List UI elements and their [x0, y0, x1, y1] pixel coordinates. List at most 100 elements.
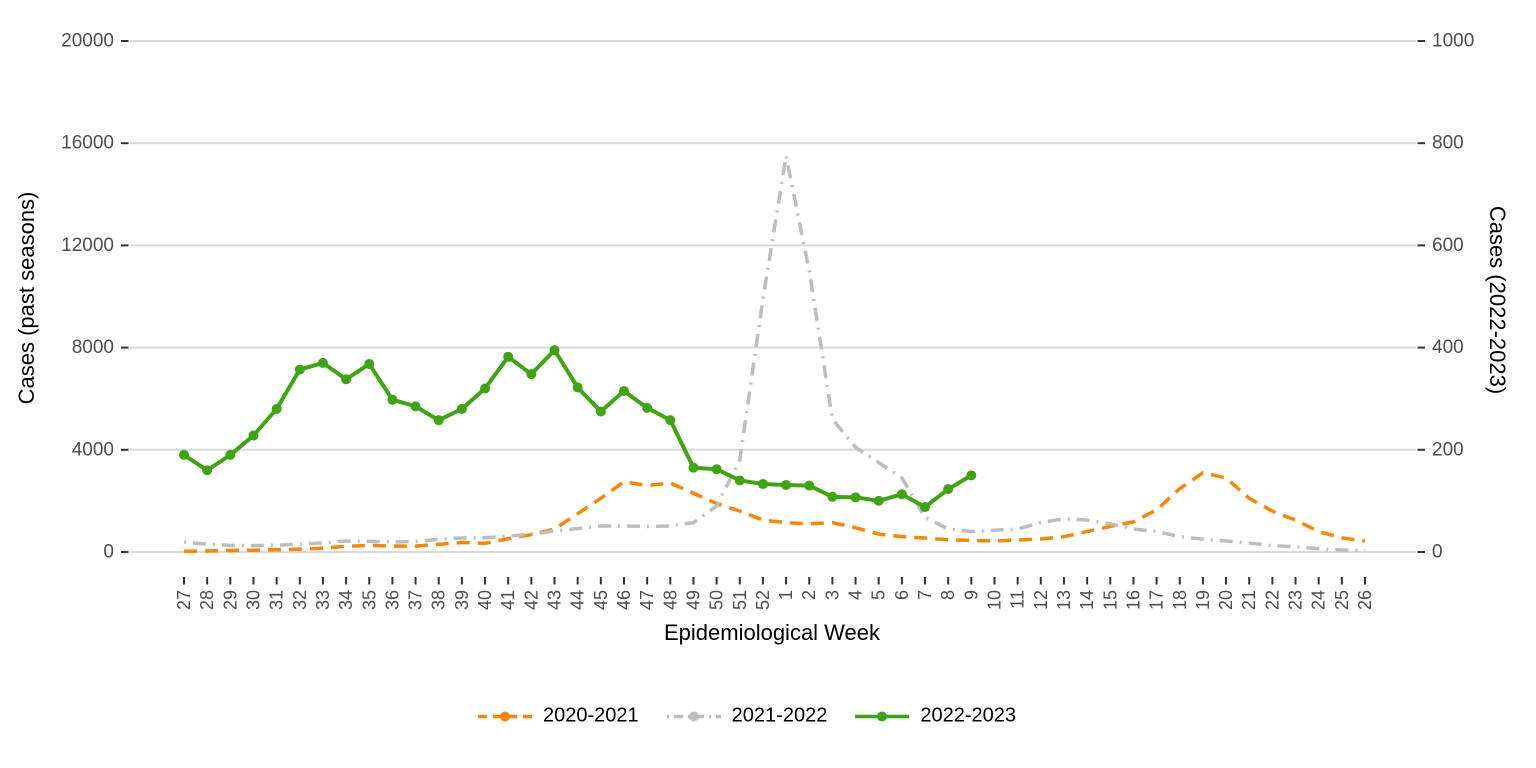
marker-dot-2022-2023 [456, 403, 467, 414]
legend-item-2020-2021: 2020-2021 [476, 705, 639, 728]
x-tick-label-44: 44 [568, 590, 588, 610]
x-tick-label-22: 22 [1262, 590, 1282, 610]
marker-dot-2022-2023 [873, 495, 884, 506]
marker-dot-2022-2023 [595, 406, 606, 417]
marker-dot-2022-2023 [943, 484, 954, 495]
marker-dot-2022-2023 [526, 369, 537, 380]
y-tick-label-right: 600 [1432, 235, 1464, 256]
marker-dot-2022-2023 [317, 357, 328, 368]
y-tick-label-right: 800 [1432, 133, 1464, 154]
x-tick-label-42: 42 [521, 590, 541, 610]
x-tick-label-29: 29 [220, 590, 240, 610]
x-tick-label-17: 17 [1147, 590, 1167, 610]
y-tick-label-right: 0 [1432, 542, 1443, 563]
legend-key-dot [877, 711, 888, 721]
x-tick-label-4: 4 [846, 590, 866, 600]
x-tick-label-7: 7 [915, 590, 935, 600]
marker-dot-2022-2023 [341, 374, 352, 385]
marker-dot-2022-2023 [618, 386, 629, 397]
y-tick-label-right: 200 [1432, 439, 1464, 460]
marker-dot-2022-2023 [202, 465, 213, 476]
marker-dot-2022-2023 [920, 502, 931, 513]
marker-dot-2022-2023 [665, 415, 676, 426]
x-tick-label-45: 45 [591, 590, 611, 610]
x-tick-label-38: 38 [429, 590, 449, 610]
marker-dot-2022-2023 [850, 492, 861, 503]
y-tick-label-left: 12000 [61, 235, 114, 256]
x-tick-label-36: 36 [382, 590, 402, 610]
x-tick-label-15: 15 [1100, 590, 1120, 610]
chart-legend: 2020-2021 2021-2022 2022-2023 [476, 705, 1016, 728]
x-tick-label-41: 41 [498, 590, 518, 610]
x-tick-label-1: 1 [776, 590, 796, 600]
x-tick-label-37: 37 [406, 590, 426, 610]
x-tick-label-19: 19 [1193, 590, 1213, 610]
y-tick-label-left: 0 [103, 542, 114, 563]
legend-label-2022-2023: 2022-2023 [920, 704, 1016, 727]
x-tick-label-43: 43 [545, 590, 565, 610]
marker-dot-2022-2023 [827, 491, 838, 502]
x-tick-label-27: 27 [174, 590, 194, 610]
x-tick-label-16: 16 [1123, 590, 1143, 610]
marker-dot-2022-2023 [433, 415, 444, 426]
marker-dot-2022-2023 [757, 479, 768, 490]
marker-dot-2022-2023 [410, 401, 421, 412]
legend-label-2021-2022: 2021-2022 [731, 704, 828, 727]
y-tick-label-right: 1000 [1432, 31, 1474, 52]
legend-item-2022-2023: 2022-2023 [853, 705, 1016, 728]
x-tick-label-50: 50 [707, 590, 727, 610]
legend-key-dot [688, 711, 699, 721]
marker-dot-2022-2023 [688, 462, 699, 473]
x-tick-label-18: 18 [1170, 590, 1190, 610]
x-tick-label-23: 23 [1286, 590, 1306, 610]
x-tick-label-14: 14 [1077, 590, 1097, 610]
marker-dot-2022-2023 [225, 449, 236, 460]
y-tick-label-left: 20000 [61, 31, 114, 52]
series-line-2021-2022 [183, 154, 1366, 553]
marker-dot-2022-2023 [734, 475, 745, 486]
x-tick-label-8: 8 [938, 590, 958, 600]
y-tick-label-left: 4000 [72, 439, 114, 460]
x-tick-label-10: 10 [984, 590, 1004, 610]
marker-dot-2022-2023 [364, 358, 375, 369]
right-axis-title: Cases (2022-2023) [1485, 205, 1510, 395]
x-tick-label-35: 35 [359, 590, 379, 610]
x-tick-label-40: 40 [475, 590, 495, 610]
x-tick-label-26: 26 [1355, 590, 1375, 610]
x-tick-label-20: 20 [1216, 590, 1236, 610]
legend-label-2020-2021: 2020-2021 [543, 704, 639, 727]
legend-key-2021-2022-icon [666, 711, 721, 721]
marker-dot-2022-2023 [271, 403, 282, 414]
x-tick-label-34: 34 [336, 590, 356, 610]
marker-dot-2022-2023 [966, 470, 977, 481]
marker-dot-2022-2023 [179, 449, 189, 460]
x-tick-label-5: 5 [869, 590, 889, 600]
x-tick-label-12: 12 [1031, 590, 1051, 610]
legend-key-dot [500, 711, 511, 721]
x-tick-label-51: 51 [730, 590, 750, 610]
x-tick-label-32: 32 [290, 590, 310, 610]
marker-dot-2022-2023 [781, 480, 792, 491]
x-tick-label-21: 21 [1239, 590, 1259, 610]
x-tick-label-52: 52 [753, 590, 773, 610]
x-tick-label-13: 13 [1054, 590, 1074, 610]
marker-dot-2022-2023 [572, 382, 583, 393]
x-tick-label-48: 48 [660, 590, 680, 610]
marker-dot-2022-2023 [480, 383, 491, 394]
marker-dot-2022-2023 [804, 480, 815, 491]
x-tick-label-11: 11 [1008, 590, 1028, 609]
marker-dot-2022-2023 [896, 489, 907, 500]
marker-dot-2022-2023 [294, 364, 305, 375]
x-tick-label-49: 49 [683, 590, 703, 610]
x-tick-label-24: 24 [1309, 590, 1329, 610]
x-tick-label-31: 31 [267, 590, 287, 610]
x-tick-label-46: 46 [614, 590, 634, 610]
marker-dot-2022-2023 [549, 345, 560, 356]
y-tick-label-left: 16000 [61, 133, 114, 154]
y-tick-label-right: 400 [1432, 337, 1464, 358]
x-tick-label-25: 25 [1332, 590, 1352, 610]
legend-item-2021-2022: 2021-2022 [665, 704, 828, 728]
series-line-2020-2021 [183, 471, 1366, 553]
marker-dot-2022-2023 [503, 351, 514, 362]
